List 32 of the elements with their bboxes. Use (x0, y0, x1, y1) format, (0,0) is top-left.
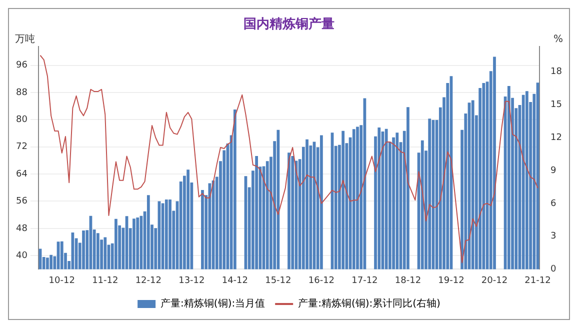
y-tick-label: 72 (16, 142, 28, 152)
y2-tick-label: 15 (550, 100, 562, 110)
x-tick-label: 12-12 (135, 276, 162, 286)
y-tick-label: 96 (16, 60, 28, 71)
y2-tick-label: 9 (550, 166, 557, 176)
x-tick-label: 11-12 (92, 276, 118, 286)
x-tick-label: 16-12 (308, 276, 335, 286)
x-tick-label: 17-12 (352, 276, 378, 286)
y-tick-label: 64 (16, 169, 28, 180)
y-axis-title: 万吨 (15, 33, 35, 46)
y-tick-label: 88 (16, 88, 28, 98)
chart-title: 国内精炼铜产量 (244, 16, 334, 32)
x-tick-label: 13-12 (178, 276, 205, 286)
y2-tick-label: 3 (550, 232, 556, 242)
y-tick-label: 48 (16, 224, 28, 234)
x-tick-label: 10-12 (48, 276, 75, 286)
y2-axis-title: % (553, 34, 563, 46)
x-tick-label: 20-12 (481, 276, 508, 286)
legend-label: 产量:精炼铜(铜):当月值 (160, 298, 266, 310)
y-tick-label: 56 (16, 196, 28, 207)
x-tick-label: 19-12 (438, 276, 464, 286)
y2-tick-label: 0 (550, 264, 557, 275)
x-tick-label: 14-12 (222, 276, 248, 286)
x-tick-label: 18-12 (394, 276, 422, 286)
y-tick-label: 80 (16, 115, 28, 126)
y2-tick-label: 6 (550, 198, 557, 209)
y2-tick-label: 18 (550, 67, 562, 78)
y2-tick-label: 12 (550, 132, 562, 143)
x-tick-label: 15-12 (265, 276, 292, 286)
x-tick-label: 21-12 (524, 276, 551, 286)
legend-label: 产量:精炼铜(铜):累计同比(右轴) (298, 298, 441, 310)
y-tick-label: 40 (16, 250, 28, 261)
